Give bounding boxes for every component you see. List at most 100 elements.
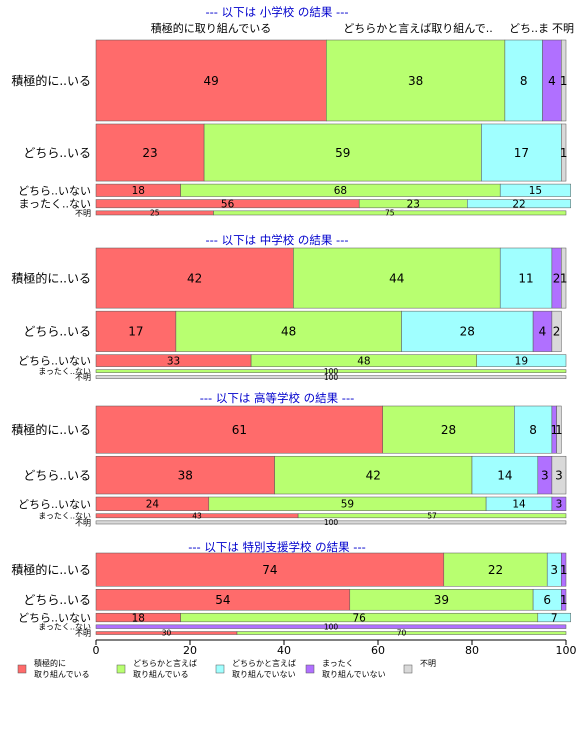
row-label: 不明 (75, 373, 91, 382)
data-label: 2 (553, 271, 561, 285)
data-label: 49 (204, 74, 219, 88)
bar-segment (95, 375, 567, 379)
bar-segment (95, 369, 567, 373)
data-label: 39 (434, 593, 449, 607)
data-label: 4 (539, 325, 547, 339)
row-label: どちら..いる (23, 325, 91, 339)
data-label: 28 (441, 423, 456, 437)
row-label: 積極的に..いる (11, 562, 91, 577)
data-label: 6 (543, 593, 551, 607)
legend-label: 取り組んでいない (232, 669, 296, 679)
data-label: 38 (408, 74, 423, 88)
data-label: 74 (262, 563, 277, 577)
data-label: 14 (512, 499, 526, 511)
bar-segment (499, 247, 553, 309)
bar-segment (95, 247, 294, 309)
bar-segment (382, 405, 515, 454)
data-label: 1 (555, 423, 563, 437)
row-label: まったく..ない (38, 623, 91, 632)
row-label: 不明 (75, 629, 91, 638)
bar-segment (556, 405, 562, 454)
bar-segment (467, 199, 571, 209)
row-label: どちら..いない (18, 611, 91, 624)
data-label: 100 (324, 373, 339, 382)
row-label: どちら..いる (23, 468, 91, 482)
row-label: 不明 (75, 209, 91, 218)
data-label: 68 (334, 185, 347, 197)
x-tick-label: 0 (93, 644, 100, 657)
data-label: 2 (553, 325, 561, 339)
data-label: 3 (555, 468, 563, 482)
row-label: どちら..いない (18, 498, 91, 511)
legend-swatch (403, 664, 413, 674)
legend-label: 積極的に (34, 658, 66, 668)
bar-segment (499, 183, 571, 197)
row-label: どちら..いない (18, 355, 91, 368)
panel-title: --- 以下は 高等学校 の結果 --- (200, 391, 355, 405)
bar-segment (514, 405, 553, 454)
data-label: 59 (335, 146, 350, 160)
bar-segment (561, 123, 567, 182)
data-label: 17 (128, 325, 143, 339)
legend-label: どちらかと言えば (232, 658, 296, 668)
x-tick-label: 40 (277, 644, 291, 657)
data-label: 43 (192, 511, 202, 520)
data-label: 61 (232, 423, 247, 437)
data-label: 1 (560, 74, 568, 88)
data-label: 33 (167, 355, 180, 367)
data-label: 42 (187, 271, 202, 285)
bar-segment (95, 39, 327, 122)
data-label: 3 (556, 499, 563, 511)
legend-label: 不明 (420, 659, 436, 668)
data-label: 8 (529, 423, 537, 437)
header-label: 不明 (552, 22, 574, 35)
bar-segment (175, 310, 402, 352)
legend-label: 取り組んでいる (34, 669, 90, 679)
bar-segment (401, 310, 534, 352)
legend-label: まったく (322, 659, 354, 668)
row-label: まったく..ない (18, 198, 91, 211)
data-label: 48 (281, 325, 296, 339)
bar-segment (561, 247, 567, 309)
data-label: 76 (353, 612, 367, 624)
header-label: どち..ま (509, 22, 549, 35)
x-tick-label: 100 (556, 644, 577, 657)
data-label: 70 (397, 629, 407, 638)
data-label: 14 (497, 468, 512, 482)
row-label: まったく..ない (38, 367, 91, 376)
legend-swatch (305, 664, 315, 674)
row-label: 積極的に..いる (11, 270, 91, 285)
data-label: 1 (560, 593, 568, 607)
data-label: 1 (560, 146, 568, 160)
data-label: 30 (162, 629, 172, 638)
bar-segment (551, 455, 567, 495)
bar-segment (504, 39, 543, 122)
data-label: 100 (324, 622, 339, 631)
bar-segment (95, 310, 177, 352)
bar-segment (95, 405, 383, 454)
data-label: 48 (357, 355, 370, 367)
data-label: 19 (515, 355, 528, 367)
data-label: 24 (146, 499, 160, 511)
bar-segment (551, 310, 562, 352)
bar-segment (537, 612, 571, 623)
panel-title: --- 以下は 中学校 の結果 --- (205, 233, 348, 247)
bar-segment (297, 513, 567, 519)
data-label: 1 (560, 271, 568, 285)
bar-segment (326, 39, 506, 122)
data-label: 23 (142, 146, 157, 160)
data-label: 22 (488, 563, 503, 577)
bar-segment (213, 210, 567, 216)
legend-swatch (116, 664, 126, 674)
row-label: まったく..ない (38, 512, 91, 521)
data-label: 1 (550, 423, 558, 437)
data-label: 28 (460, 325, 475, 339)
header-label: どちらかと言えば取り組んで.. (343, 22, 492, 35)
data-label: 7 (551, 612, 558, 624)
bar-segment (481, 123, 562, 182)
panel-title: --- 以下は 特別支援学校 の結果 --- (188, 540, 366, 554)
data-label: 8 (520, 74, 528, 88)
data-label: 4 (548, 74, 556, 88)
data-label: 59 (341, 499, 354, 511)
row-label: 積極的に..いる (11, 73, 91, 88)
